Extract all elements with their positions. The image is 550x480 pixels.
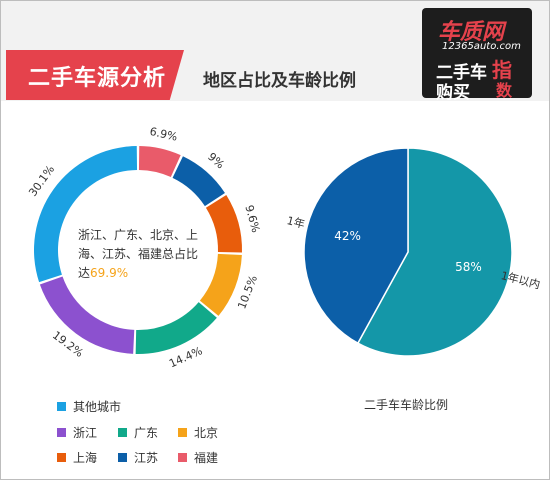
legend-swatch — [57, 402, 66, 411]
donut-slice-7 — [34, 146, 138, 283]
legend-swatch — [178, 453, 187, 462]
legend-label: 上海 — [73, 451, 98, 465]
logo-background — [422, 8, 532, 98]
legend-item: 上海 — [57, 449, 97, 466]
legend-label: 福建 — [194, 451, 219, 465]
donut-slice-5 — [135, 302, 217, 354]
legend-item: 江苏 — [118, 449, 158, 466]
pie-value-label-1: 58% — [455, 260, 482, 274]
legend-label: 浙江 — [73, 426, 98, 440]
legend-swatch — [57, 453, 66, 462]
legend-swatch — [178, 428, 187, 437]
subtitle: 地区占比及车龄比例 — [203, 71, 356, 91]
legend-label: 北京 — [194, 426, 219, 440]
legend-swatch — [118, 453, 127, 462]
logo-accent1: 指 — [492, 58, 512, 82]
donut-label-4: 10.5% — [235, 274, 260, 311]
donut-label-2: 9% — [205, 150, 227, 171]
legend-label: 其他城市 — [73, 400, 122, 414]
legend-item: 浙江 — [57, 424, 97, 441]
logo-site: 12365auto.com — [442, 41, 521, 52]
pie-title: 二手车车龄比例 — [364, 398, 449, 412]
donut-label-3: 9.6% — [242, 204, 262, 234]
pie-value-label-2: 42% — [334, 229, 361, 243]
donut-slice-2 — [172, 156, 225, 207]
logo-brand: 车质网 — [438, 20, 505, 45]
legend-item: 广东 — [118, 424, 158, 441]
legend-item: 其他城市 — [57, 398, 121, 415]
pie-category-label-2: 1年 — [285, 213, 306, 231]
center-text-value: 69.9% — [90, 266, 129, 280]
logo-line2: 购买 — [436, 83, 470, 103]
donut-center-text: 浙江、广东、北京、上海、江苏、福建总占比达69.9% — [78, 226, 208, 283]
logo-line1: 二手车 — [436, 63, 487, 83]
main-title: 二手车源分析 — [28, 66, 167, 91]
donut-slice-6 — [39, 276, 135, 354]
legend-item: 北京 — [178, 424, 218, 441]
donut-slice-3 — [205, 195, 242, 253]
legend-swatch — [57, 428, 66, 437]
pie-slice-1 — [356, 147, 513, 357]
title-banner: 二手车源分析 — [6, 50, 184, 100]
pie-slice-2 — [303, 147, 409, 345]
legend-label: 广东 — [134, 426, 159, 440]
logo-accent2: 数 — [496, 81, 513, 100]
donut-slice-1 — [138, 146, 181, 178]
center-text-main: 浙江、广东、北京、上海、江苏、福建总占比达 — [78, 228, 199, 280]
donut-label-1: 6.9% — [149, 125, 179, 144]
legend-swatch — [118, 428, 127, 437]
legend-label: 江苏 — [134, 451, 159, 465]
legend-item: 福建 — [178, 449, 218, 466]
donut-slice-4 — [199, 253, 242, 316]
donut-label-5: 14.4% — [167, 344, 204, 370]
